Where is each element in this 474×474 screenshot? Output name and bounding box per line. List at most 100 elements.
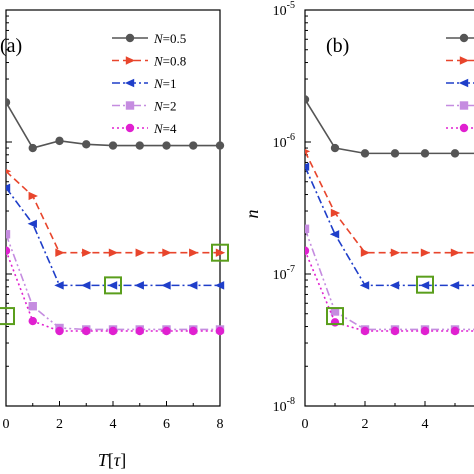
data-point-a-4 [215, 326, 225, 336]
series-line-a-2 [6, 187, 220, 287]
data-point-b-4 [450, 326, 460, 336]
data-point-a-0 [215, 141, 225, 150]
data-point-a-3 [28, 302, 37, 311]
data-point-a-4 [28, 316, 37, 326]
series-line-a-1 [6, 170, 220, 254]
data-point-a-1 [189, 248, 199, 257]
data-point-a-3 [6, 230, 11, 239]
legend-marker-b-4 [459, 123, 469, 133]
series-line-b-4 [305, 250, 474, 332]
y-tick-label-b: 10-5 [273, 0, 295, 19]
data-point-a-0 [189, 141, 198, 150]
y-tick-label-b: 10-8 [273, 396, 295, 415]
data-point-a-0 [108, 141, 118, 150]
data-point-a-2 [54, 281, 64, 290]
x-tick-label-b: 0 [302, 417, 309, 432]
x-tick-label-b: 4 [422, 417, 429, 432]
data-point-b-1 [360, 248, 371, 257]
y-tick-label-b: 10-7 [273, 264, 295, 283]
x-tick-label-a: 2 [56, 417, 63, 432]
data-point-b-3 [305, 224, 310, 234]
data-point-b-0 [390, 149, 400, 158]
data-point-b-2 [305, 162, 310, 171]
data-point-b-4 [360, 326, 370, 336]
data-point-a-0 [162, 141, 171, 150]
data-point-b-1 [305, 148, 311, 154]
data-point-a-2 [6, 183, 11, 192]
legend-label-a-2: N=1 [153, 76, 177, 91]
data-point-b-2 [329, 230, 340, 239]
data-point-a-2 [81, 281, 91, 290]
data-point-a-1 [82, 248, 92, 257]
series-line-b-3 [305, 228, 474, 331]
highlight-box-a-0 [211, 243, 229, 262]
panel-label-a: (a) [0, 35, 22, 57]
data-point-a-4 [162, 326, 171, 336]
x-tick-label-a: 4 [110, 417, 117, 432]
data-point-a-4 [55, 326, 64, 336]
panel-a-plot: 0 2 4 6 8 N=0.5 N=0.8 N=1 N=2 N=4 (a) T[τ] [0, 9, 229, 470]
data-point-a-2 [107, 281, 118, 290]
data-point-b-4 [420, 326, 430, 336]
data-point-a-4 [189, 326, 198, 336]
legend-marker-a-1 [125, 56, 136, 65]
series-line-a-0 [6, 101, 220, 149]
y-axis-title-b: n [242, 210, 262, 219]
legend-marker-a-3 [125, 101, 135, 110]
data-point-a-1 [28, 191, 38, 201]
x-tick-label-a: 8 [217, 417, 224, 432]
data-point-a-2 [161, 281, 171, 290]
x-axis-title-a: T[τ] [98, 450, 126, 470]
series-line-b-0 [305, 99, 474, 155]
data-point-a-2 [27, 219, 37, 229]
highlight-box-b-0 [416, 275, 434, 294]
data-point-b-0 [450, 149, 460, 158]
panel-label-b: (b) [326, 35, 349, 57]
legend-marker-b-0 [459, 33, 469, 43]
legend-marker-a-0 [125, 33, 135, 43]
legend-marker-b-3 [459, 101, 469, 110]
data-point-a-1 [55, 248, 65, 257]
data-point-b-0 [330, 143, 340, 153]
highlight-box-b-1 [326, 307, 344, 326]
data-point-a-2 [188, 281, 198, 290]
data-point-a-4 [6, 246, 11, 255]
data-point-a-0 [82, 140, 91, 149]
data-point-b-3 [330, 307, 340, 316]
data-point-b-0 [420, 149, 430, 158]
series-line-b-2 [305, 166, 474, 287]
data-point-a-1 [215, 248, 226, 257]
legend-label-a-4: N=4 [153, 121, 177, 136]
data-point-a-2 [134, 281, 144, 290]
data-point-b-2 [359, 281, 370, 290]
panel-b-plot: 0 2 4 10-5 10-6 10-7 10-8 (b) n [242, 0, 474, 432]
series-line-a-3 [6, 233, 220, 331]
data-point-b-2 [389, 281, 400, 290]
plot-frame-b [304, 9, 474, 407]
data-point-a-1 [135, 248, 145, 257]
data-point-b-1 [420, 248, 431, 257]
legend-label-a-3: N=2 [153, 99, 177, 114]
data-point-b-1 [390, 248, 401, 257]
data-point-b-1 [330, 208, 341, 218]
data-point-b-0 [360, 149, 370, 158]
data-point-a-1 [162, 248, 172, 257]
legend-marker-a-4 [125, 123, 135, 133]
series-line-a-4 [6, 250, 220, 332]
data-point-a-2 [214, 281, 225, 290]
data-point-b-4 [390, 326, 400, 336]
legend-marker-a-2 [124, 78, 135, 88]
data-point-b-2 [449, 281, 460, 290]
data-point-a-1 [6, 168, 12, 174]
data-point-b-1 [450, 248, 461, 257]
legend-marker-b-1 [459, 56, 470, 65]
data-point-a-1 [108, 248, 119, 257]
data-point-a-0 [55, 136, 64, 146]
series-line-b-1 [305, 150, 474, 254]
data-point-b-4 [330, 318, 340, 327]
data-point-b-2 [419, 281, 430, 290]
highlight-box-a-1 [104, 276, 122, 295]
data-point-b-0 [305, 95, 310, 104]
data-point-a-4 [82, 326, 91, 336]
